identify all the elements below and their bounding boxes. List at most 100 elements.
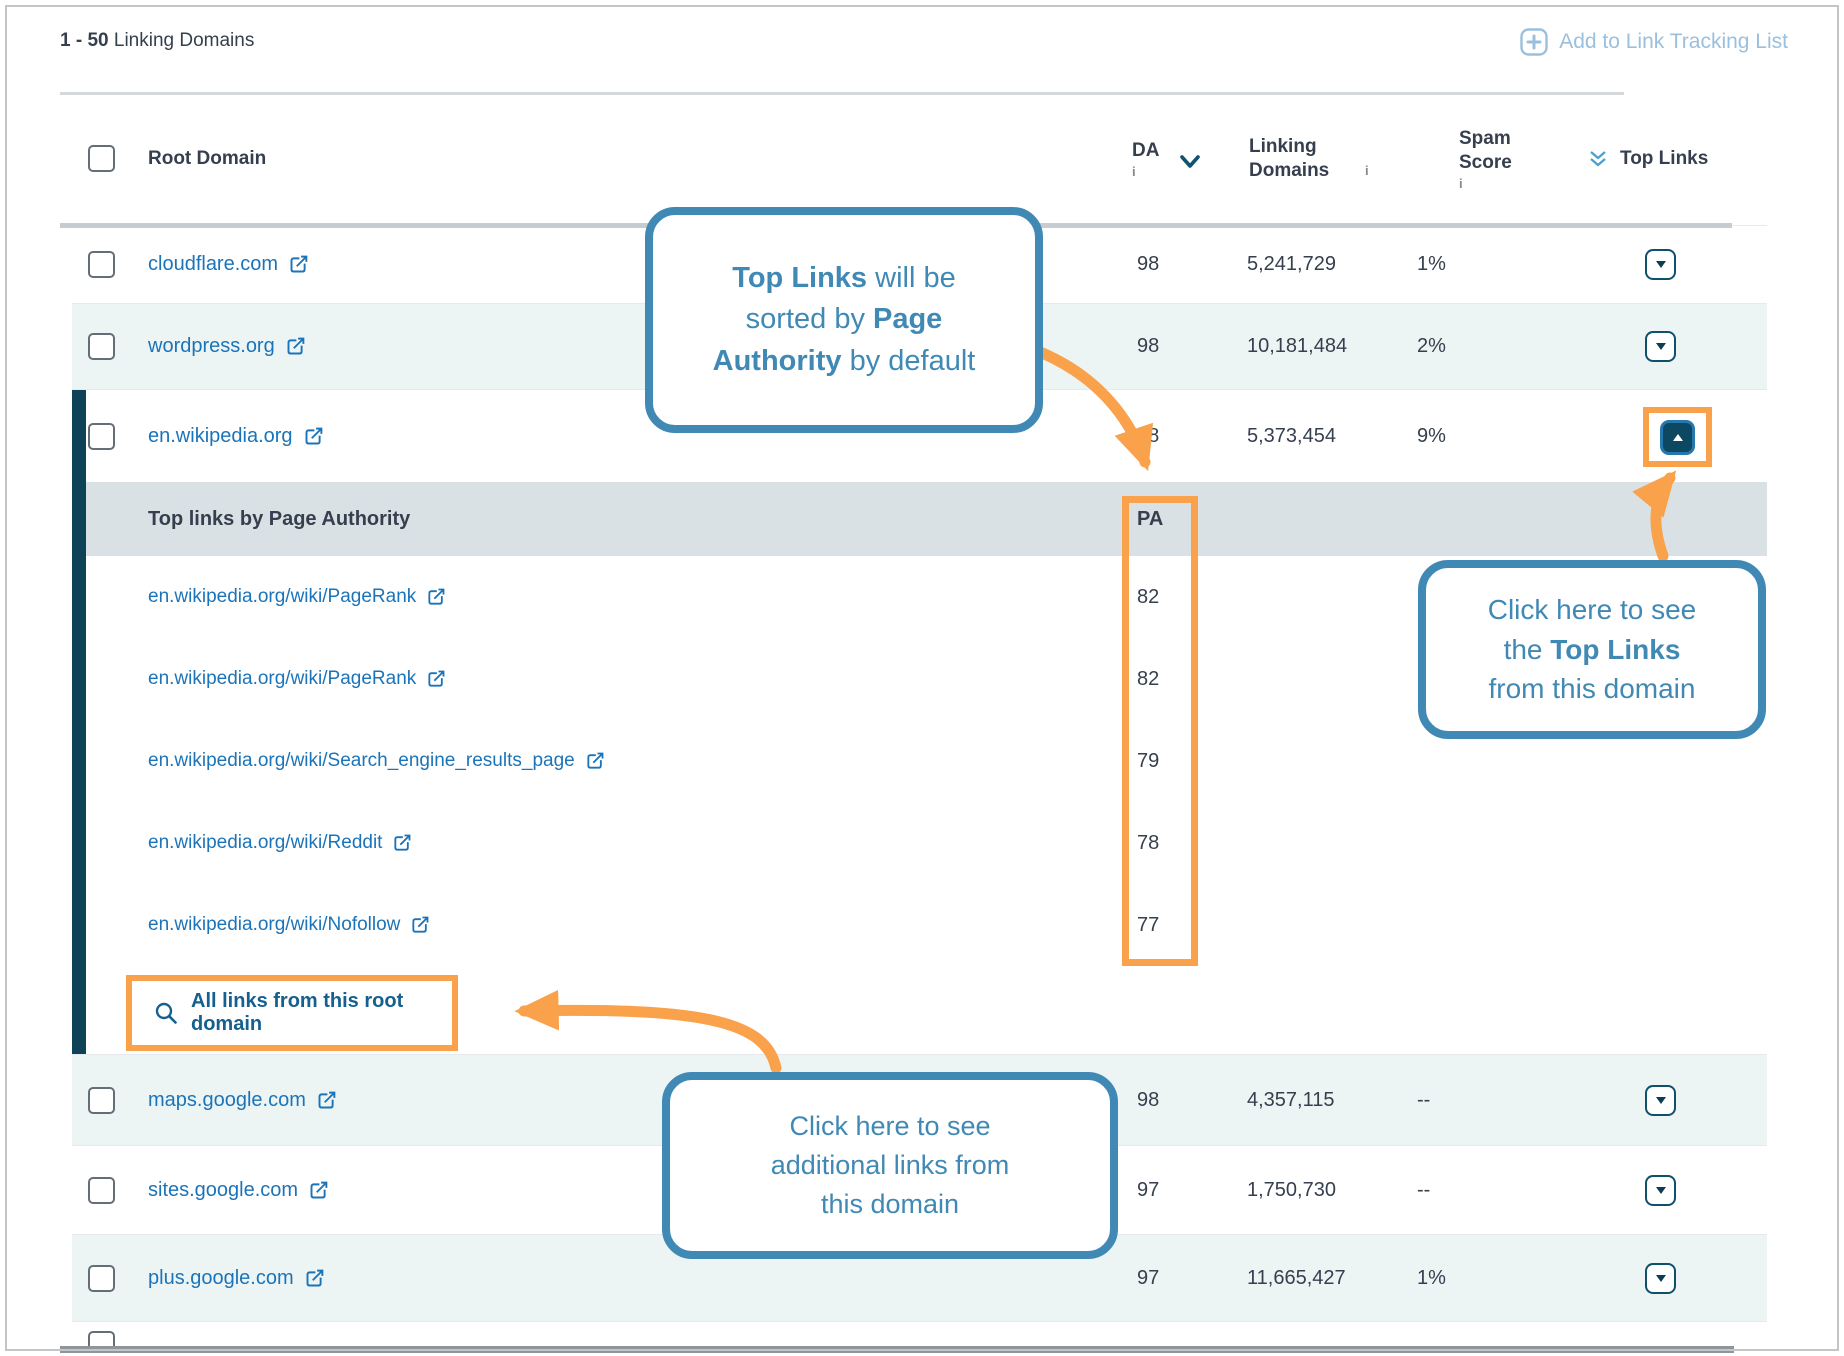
root-domain-link[interactable]: en.wikipedia.org — [148, 424, 293, 447]
top-link-url[interactable]: en.wikipedia.org/wiki/Search_engine_resu… — [148, 750, 575, 771]
linking-domains-value: 5,373,454 — [1247, 424, 1336, 447]
row-checkbox[interactable] — [88, 1331, 115, 1346]
callout-click-additional-links: Click here to see additional links from … — [662, 1072, 1118, 1259]
double-chevron-down-icon[interactable] — [1588, 149, 1608, 168]
external-link-icon[interactable] — [304, 1268, 325, 1289]
top-link-url[interactable]: en.wikipedia.org/wiki/Nofollow — [148, 914, 401, 935]
da-value: 98 — [1137, 1088, 1160, 1111]
top-links-button-highlight — [1643, 407, 1712, 467]
results-title: Linking Domains — [113, 30, 255, 51]
external-link-icon[interactable] — [285, 336, 306, 357]
top-links-expand-button[interactable] — [1645, 1174, 1676, 1206]
results-summary: 1 - 50 Linking Domains — [60, 30, 254, 52]
root-domain-link[interactable]: maps.google.com — [148, 1088, 306, 1111]
external-link-icon[interactable] — [392, 833, 412, 853]
spam-score-label: Spam Score — [1459, 127, 1512, 173]
search-icon — [154, 1001, 179, 1026]
top-links-expand-button[interactable] — [1645, 1262, 1676, 1294]
external-link-icon[interactable] — [410, 915, 430, 935]
callout-text: Authority — [712, 344, 842, 377]
da-label: DA — [1132, 139, 1160, 161]
column-da[interactable]: DA i — [1130, 140, 1245, 178]
da-value: 97 — [1137, 1178, 1160, 1201]
top-link-url[interactable]: en.wikipedia.org/wiki/PageRank — [148, 668, 417, 689]
pa-value: 77 — [1137, 913, 1160, 936]
external-link-icon[interactable] — [426, 587, 446, 607]
add-to-link-tracking-button[interactable]: Add to Link Tracking List — [1520, 28, 1788, 56]
root-domain-link[interactable]: wordpress.org — [148, 335, 275, 357]
top-link-row: en.wikipedia.org/wiki/Reddit 78 — [72, 802, 1767, 884]
callout-text: this domain — [820, 1189, 960, 1220]
caret-down-icon — [1655, 343, 1666, 350]
pa-column-header: PA — [1137, 507, 1164, 530]
spam-score-value: 9% — [1417, 424, 1446, 447]
pa-value: 82 — [1137, 585, 1160, 608]
external-link-icon[interactable] — [585, 751, 605, 771]
top-links-expand-button[interactable] — [1645, 1084, 1676, 1116]
da-value: 98 — [1137, 335, 1160, 357]
external-link-icon[interactable] — [426, 669, 446, 689]
pa-value: 79 — [1137, 749, 1160, 772]
callout-top-links-sort: Top Links will be sorted by Page Authori… — [645, 207, 1043, 433]
sort-descending-icon[interactable] — [1179, 154, 1201, 169]
callout-text: the — [1503, 633, 1551, 665]
spam-score-value: 2% — [1417, 335, 1446, 357]
da-value: 98 — [1137, 253, 1160, 275]
column-root-domain: Root Domain — [148, 147, 267, 169]
row-checkbox[interactable] — [88, 1086, 115, 1114]
callout-click-top-links: Click here to see the Top Links from thi… — [1418, 560, 1766, 739]
da-value: 97 — [1137, 1266, 1160, 1289]
external-link-icon[interactable] — [308, 1180, 329, 1201]
top-links-expand-button[interactable] — [1645, 249, 1676, 280]
top-link-url[interactable]: en.wikipedia.org/wiki/PageRank — [148, 586, 417, 607]
root-domain-link[interactable]: cloudflare.com — [148, 253, 279, 275]
expanded-row-accent-stripe — [72, 390, 86, 1054]
external-link-icon[interactable] — [303, 426, 324, 447]
info-icon[interactable]: i — [1132, 163, 1136, 179]
table-header-row: Root Domain DA i Linking Domains i Spam … — [72, 92, 1767, 225]
top-links-expand-button[interactable] — [1645, 331, 1676, 362]
linking-domains-value: 5,241,729 — [1247, 253, 1336, 275]
top-links-section-header: Top links by Page Authority PA — [72, 482, 1767, 556]
pa-value: 82 — [1137, 667, 1160, 690]
results-range: 1 - 50 — [60, 30, 109, 51]
toolbar: 1 - 50 Linking Domains Add to Link Track… — [0, 0, 1844, 92]
callout-text: by default — [841, 344, 976, 377]
callout-text: Top Links — [732, 262, 868, 295]
root-domain-link[interactable]: sites.google.com — [148, 1178, 299, 1201]
linking-domains-value: 10,181,484 — [1247, 335, 1348, 357]
pa-value: 78 — [1137, 831, 1160, 854]
row-checkbox[interactable] — [88, 422, 115, 450]
top-links-section-title: Top links by Page Authority — [148, 507, 411, 530]
column-linking-domains[interactable]: Linking Domains i — [1245, 135, 1415, 183]
info-icon[interactable]: i — [1365, 163, 1369, 179]
caret-down-icon — [1655, 1274, 1666, 1282]
external-link-icon[interactable] — [316, 1090, 337, 1111]
callout-text: Top Links — [1550, 633, 1681, 665]
column-top-links: Top Links — [1620, 147, 1709, 169]
root-domain-link[interactable]: plus.google.com — [148, 1266, 294, 1289]
top-link-url[interactable]: en.wikipedia.org/wiki/Reddit — [148, 832, 383, 853]
row-checkbox[interactable] — [88, 1264, 115, 1292]
top-links-collapse-button[interactable] — [1660, 419, 1695, 455]
add-to-link-tracking-label: Add to Link Tracking List — [1559, 30, 1788, 53]
row-checkbox[interactable] — [88, 251, 115, 278]
linking-domains-value: 1,750,730 — [1247, 1178, 1336, 1201]
all-links-from-root-domain-button[interactable]: All links from this root domain — [126, 975, 458, 1051]
info-icon[interactable]: i — [1459, 176, 1463, 192]
spam-score-value: -- — [1417, 1178, 1431, 1201]
row-checkbox[interactable] — [88, 333, 115, 360]
table-row-partial — [72, 1321, 1767, 1346]
caret-down-icon — [1655, 1186, 1666, 1194]
spam-score-value: 1% — [1417, 1266, 1446, 1289]
column-spam-score[interactable]: Spam Score i — [1415, 127, 1620, 192]
callout-text: Click here to see — [1487, 593, 1697, 625]
callout-text: Page — [873, 303, 943, 336]
linking-domains-value: 11,665,427 — [1247, 1266, 1346, 1289]
select-all-checkbox[interactable] — [88, 145, 115, 172]
toolbar-divider — [60, 92, 1624, 95]
linking-domains-label: Linking Domains — [1249, 135, 1330, 181]
row-checkbox[interactable] — [88, 1176, 115, 1204]
external-link-icon[interactable] — [288, 254, 309, 275]
